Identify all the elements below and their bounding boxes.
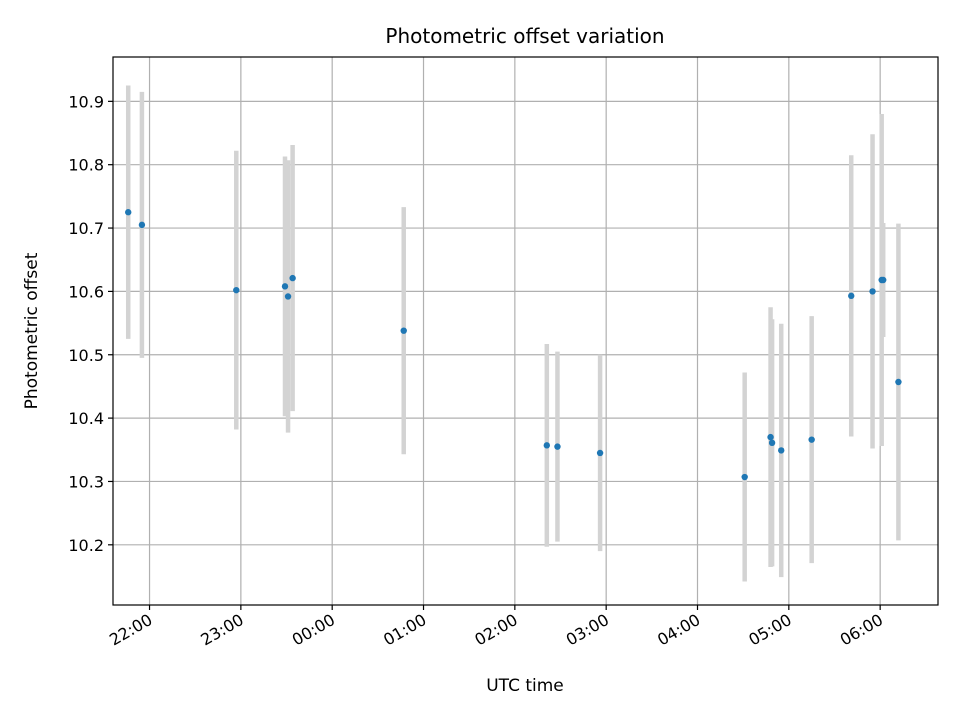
data-point bbox=[289, 274, 296, 282]
data-point bbox=[808, 436, 815, 443]
y-tick-label: 10.8 bbox=[68, 156, 104, 175]
data-point bbox=[895, 378, 902, 386]
data-point bbox=[869, 288, 876, 295]
data-point bbox=[281, 283, 289, 290]
data-point bbox=[284, 293, 292, 300]
y-tick-label: 10.7 bbox=[68, 219, 104, 238]
y-tick-label: 10.9 bbox=[68, 92, 104, 111]
y-tick-label: 10.6 bbox=[68, 282, 104, 301]
data-point bbox=[125, 209, 132, 216]
y-tick-label: 10.4 bbox=[68, 409, 104, 428]
y-tick-label: 10.2 bbox=[68, 536, 104, 555]
data-point bbox=[596, 449, 604, 457]
y-tick-label: 10.3 bbox=[68, 472, 104, 491]
data-point bbox=[767, 433, 774, 441]
y-axis-ticks: 10.2 10.3 10.4 10.5 10.6 10.7 10.8 10.9 bbox=[68, 92, 113, 555]
data-point bbox=[400, 327, 407, 334]
data-point bbox=[138, 221, 146, 229]
data-point bbox=[768, 439, 776, 447]
data-point bbox=[543, 442, 551, 449]
data-point bbox=[554, 443, 561, 450]
y-axis-label: Photometric offset bbox=[22, 252, 42, 409]
data-point bbox=[880, 276, 887, 284]
data-point bbox=[233, 286, 240, 294]
data-points bbox=[125, 209, 902, 481]
plot-frame bbox=[112, 56, 939, 606]
y-tick-label: 10.5 bbox=[68, 346, 104, 365]
x-axis-label: UTC time bbox=[486, 676, 564, 696]
data-point bbox=[848, 292, 855, 300]
data-point bbox=[741, 473, 748, 481]
chart-title: Photometric offset variation bbox=[385, 24, 664, 48]
data-point bbox=[778, 447, 785, 454]
